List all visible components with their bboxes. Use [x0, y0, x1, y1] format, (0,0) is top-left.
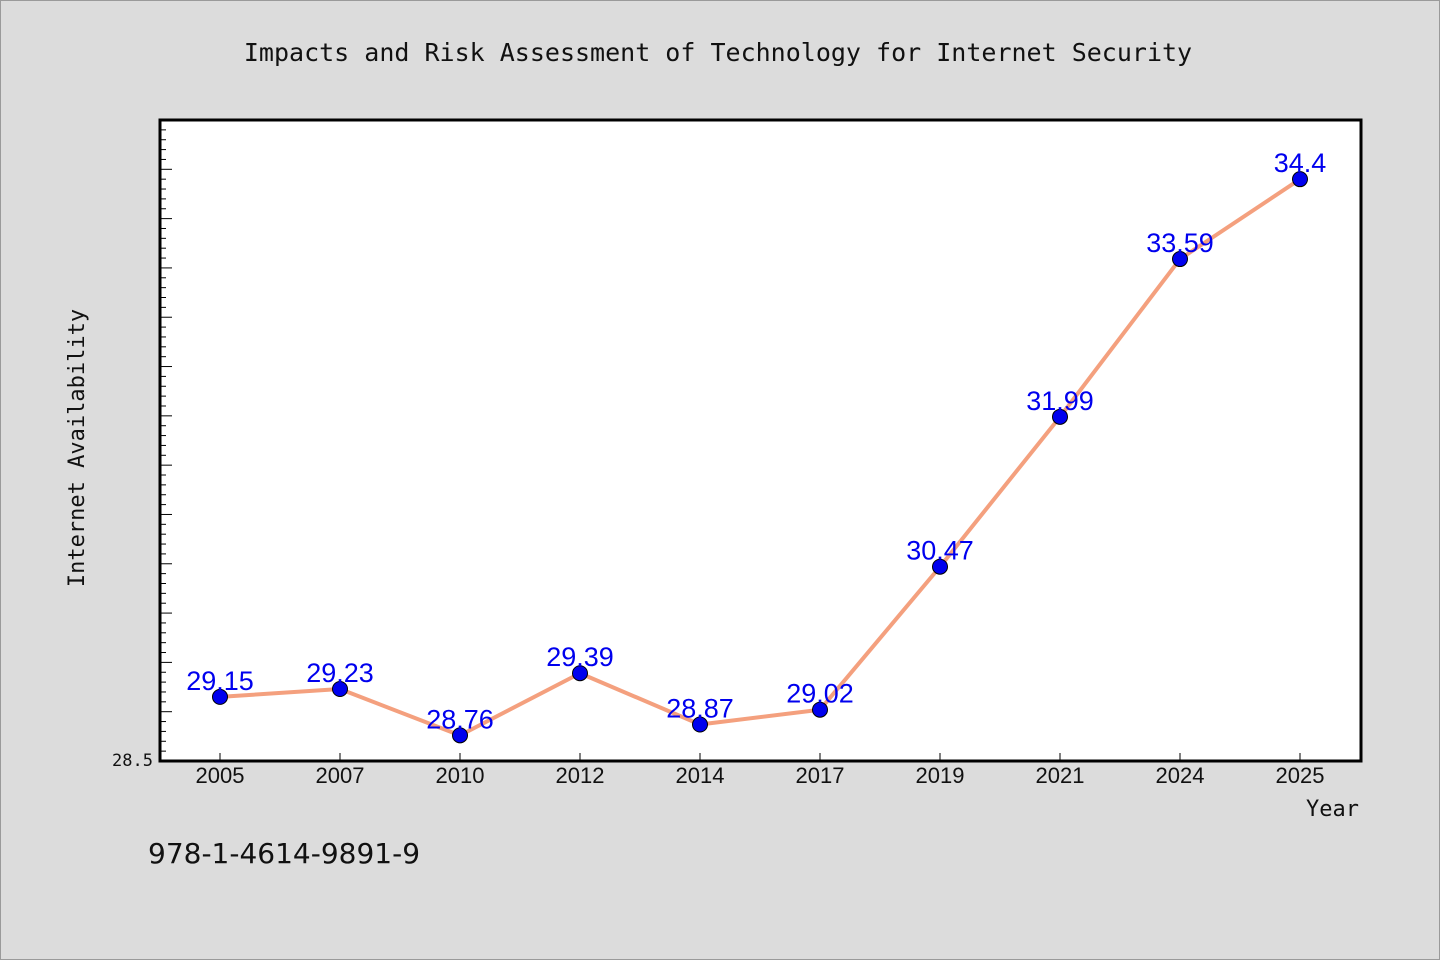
data-label: 29.39 [546, 642, 614, 672]
x-tick-label: 2010 [436, 763, 485, 788]
x-tick-label: 2021 [1036, 763, 1085, 788]
data-label: 29.23 [306, 658, 374, 688]
data-point [572, 665, 588, 682]
x-axis-label: Year [1306, 797, 1359, 822]
data-point [1292, 171, 1308, 188]
data-label: 31.99 [1026, 386, 1094, 416]
data-point [1172, 251, 1188, 268]
y-axis-tick-label: 28.5 [112, 751, 153, 771]
x-tick-label: 2019 [916, 763, 965, 788]
data-point [692, 716, 708, 733]
y-axis-ticks [160, 129, 172, 752]
x-tick-label: 2024 [1156, 763, 1205, 788]
data-label: 28.87 [666, 694, 734, 724]
isbn-footnote: 978-1-4614-9891-9 [148, 837, 420, 870]
data-point [1052, 408, 1068, 425]
data-label: 33.59 [1146, 228, 1214, 258]
data-point [212, 688, 228, 705]
x-tick-label: 2017 [796, 763, 845, 788]
series-line [218, 177, 1302, 738]
data-label: 29.02 [786, 679, 854, 709]
x-tick-label: 2014 [676, 763, 725, 788]
data-point [812, 701, 828, 718]
data-point [452, 727, 468, 744]
y-axis-label: Internet Availability [65, 309, 90, 587]
data-label: 30.47 [906, 536, 974, 566]
x-tick-label: 2025 [1276, 763, 1325, 788]
data-label: 34.4 [1274, 148, 1327, 178]
x-tick-label: 2005 [196, 763, 245, 788]
x-tick-label: 2007 [316, 763, 365, 788]
data-point [332, 681, 348, 698]
series-availability: 29.15 29.23 28.76 29.39 28.87 29.02 30.47 31.99… [186, 148, 1327, 744]
data-point [932, 558, 948, 575]
plot-area [158, 118, 1363, 763]
x-tick-label: 2012 [556, 763, 605, 788]
data-label: 28.76 [426, 704, 494, 734]
chart-title: Impacts and Risk Assessment of Technolog… [244, 38, 1192, 67]
x-axis-ticks: 2005 2007 2010 2012 2014 2017 2019 2021 2024 2025 [196, 753, 1325, 788]
data-label: 29.15 [186, 666, 254, 696]
